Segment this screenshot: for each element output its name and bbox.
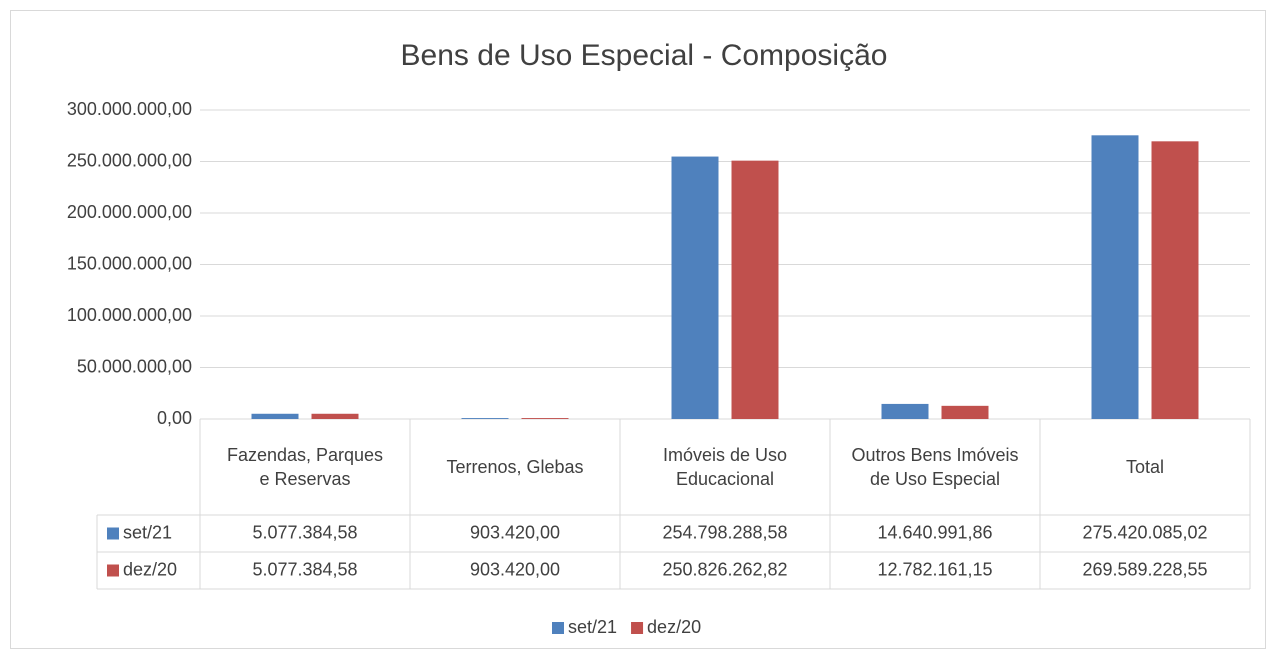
legend-key — [107, 564, 119, 577]
bar — [461, 418, 509, 419]
legend-key — [107, 527, 119, 540]
y-tick-label: 0,00 — [157, 408, 192, 428]
x-tick-label: Fazendas, Parques e Reservas — [226, 444, 384, 489]
legend-label: dez/20 — [647, 617, 701, 637]
y-tick-label: 100.000.000,00 — [67, 305, 192, 325]
y-tick-label: 150.000.000,00 — [67, 253, 192, 273]
data-label: 903.420,00 — [470, 559, 560, 579]
x-tick-label: Outros Bens Imóveis de Uso Especial — [851, 444, 1019, 489]
data-label: 14.640.991,86 — [877, 522, 992, 542]
legend-key — [631, 622, 644, 634]
x-tick-label-box: Terrenos, Glebas — [446, 456, 584, 477]
x-tick-label: Total — [1125, 456, 1165, 477]
y-tick-label: 200.000.000,00 — [67, 202, 192, 222]
x-tick-label-box: Outros Bens Imóveis de Uso Especial — [851, 444, 1019, 489]
bar — [251, 413, 299, 419]
bar — [941, 405, 989, 419]
y-tick-label: 250.000.000,00 — [67, 150, 192, 170]
x-tick-label-box: Fazendas, Parques e Reservas — [226, 444, 384, 489]
legend-label: set/21 — [568, 617, 617, 637]
y-tick-label: 50.000.000,00 — [77, 356, 192, 376]
bar — [1151, 141, 1199, 419]
data-label: 254.798.288,58 — [662, 522, 787, 542]
data-label: 5.077.384,58 — [252, 559, 357, 579]
x-tick-label: Terrenos, Glebas — [446, 456, 584, 477]
data-label: 903.420,00 — [470, 522, 560, 542]
bar — [881, 403, 929, 419]
data-label: 275.420.085,02 — [1082, 522, 1207, 542]
x-tick-label-box: Imóveis de Uso Educacional — [662, 444, 788, 489]
x-tick-label-box: Total — [1125, 456, 1165, 477]
data-label: 5.077.384,58 — [252, 522, 357, 542]
bar — [311, 413, 359, 419]
bar — [521, 418, 569, 419]
legend-key — [552, 622, 564, 634]
y-tick-label: 300.000.000,00 — [67, 99, 192, 119]
chart-title: Bens de Uso Especial - Composição — [401, 39, 888, 72]
x-tick-label: Imóveis de Uso Educacional — [662, 444, 788, 489]
data-label: 269.589.228,55 — [1082, 559, 1207, 579]
bar — [731, 160, 779, 419]
data-label: 12.782.161,15 — [877, 559, 992, 579]
chart-border — [10, 10, 1266, 649]
bar — [671, 156, 719, 419]
data-label: 250.826.262,82 — [662, 559, 787, 579]
bar — [1091, 135, 1139, 419]
table-series-label: dez/20 — [123, 559, 177, 579]
table-series-label: set/21 — [123, 522, 172, 542]
